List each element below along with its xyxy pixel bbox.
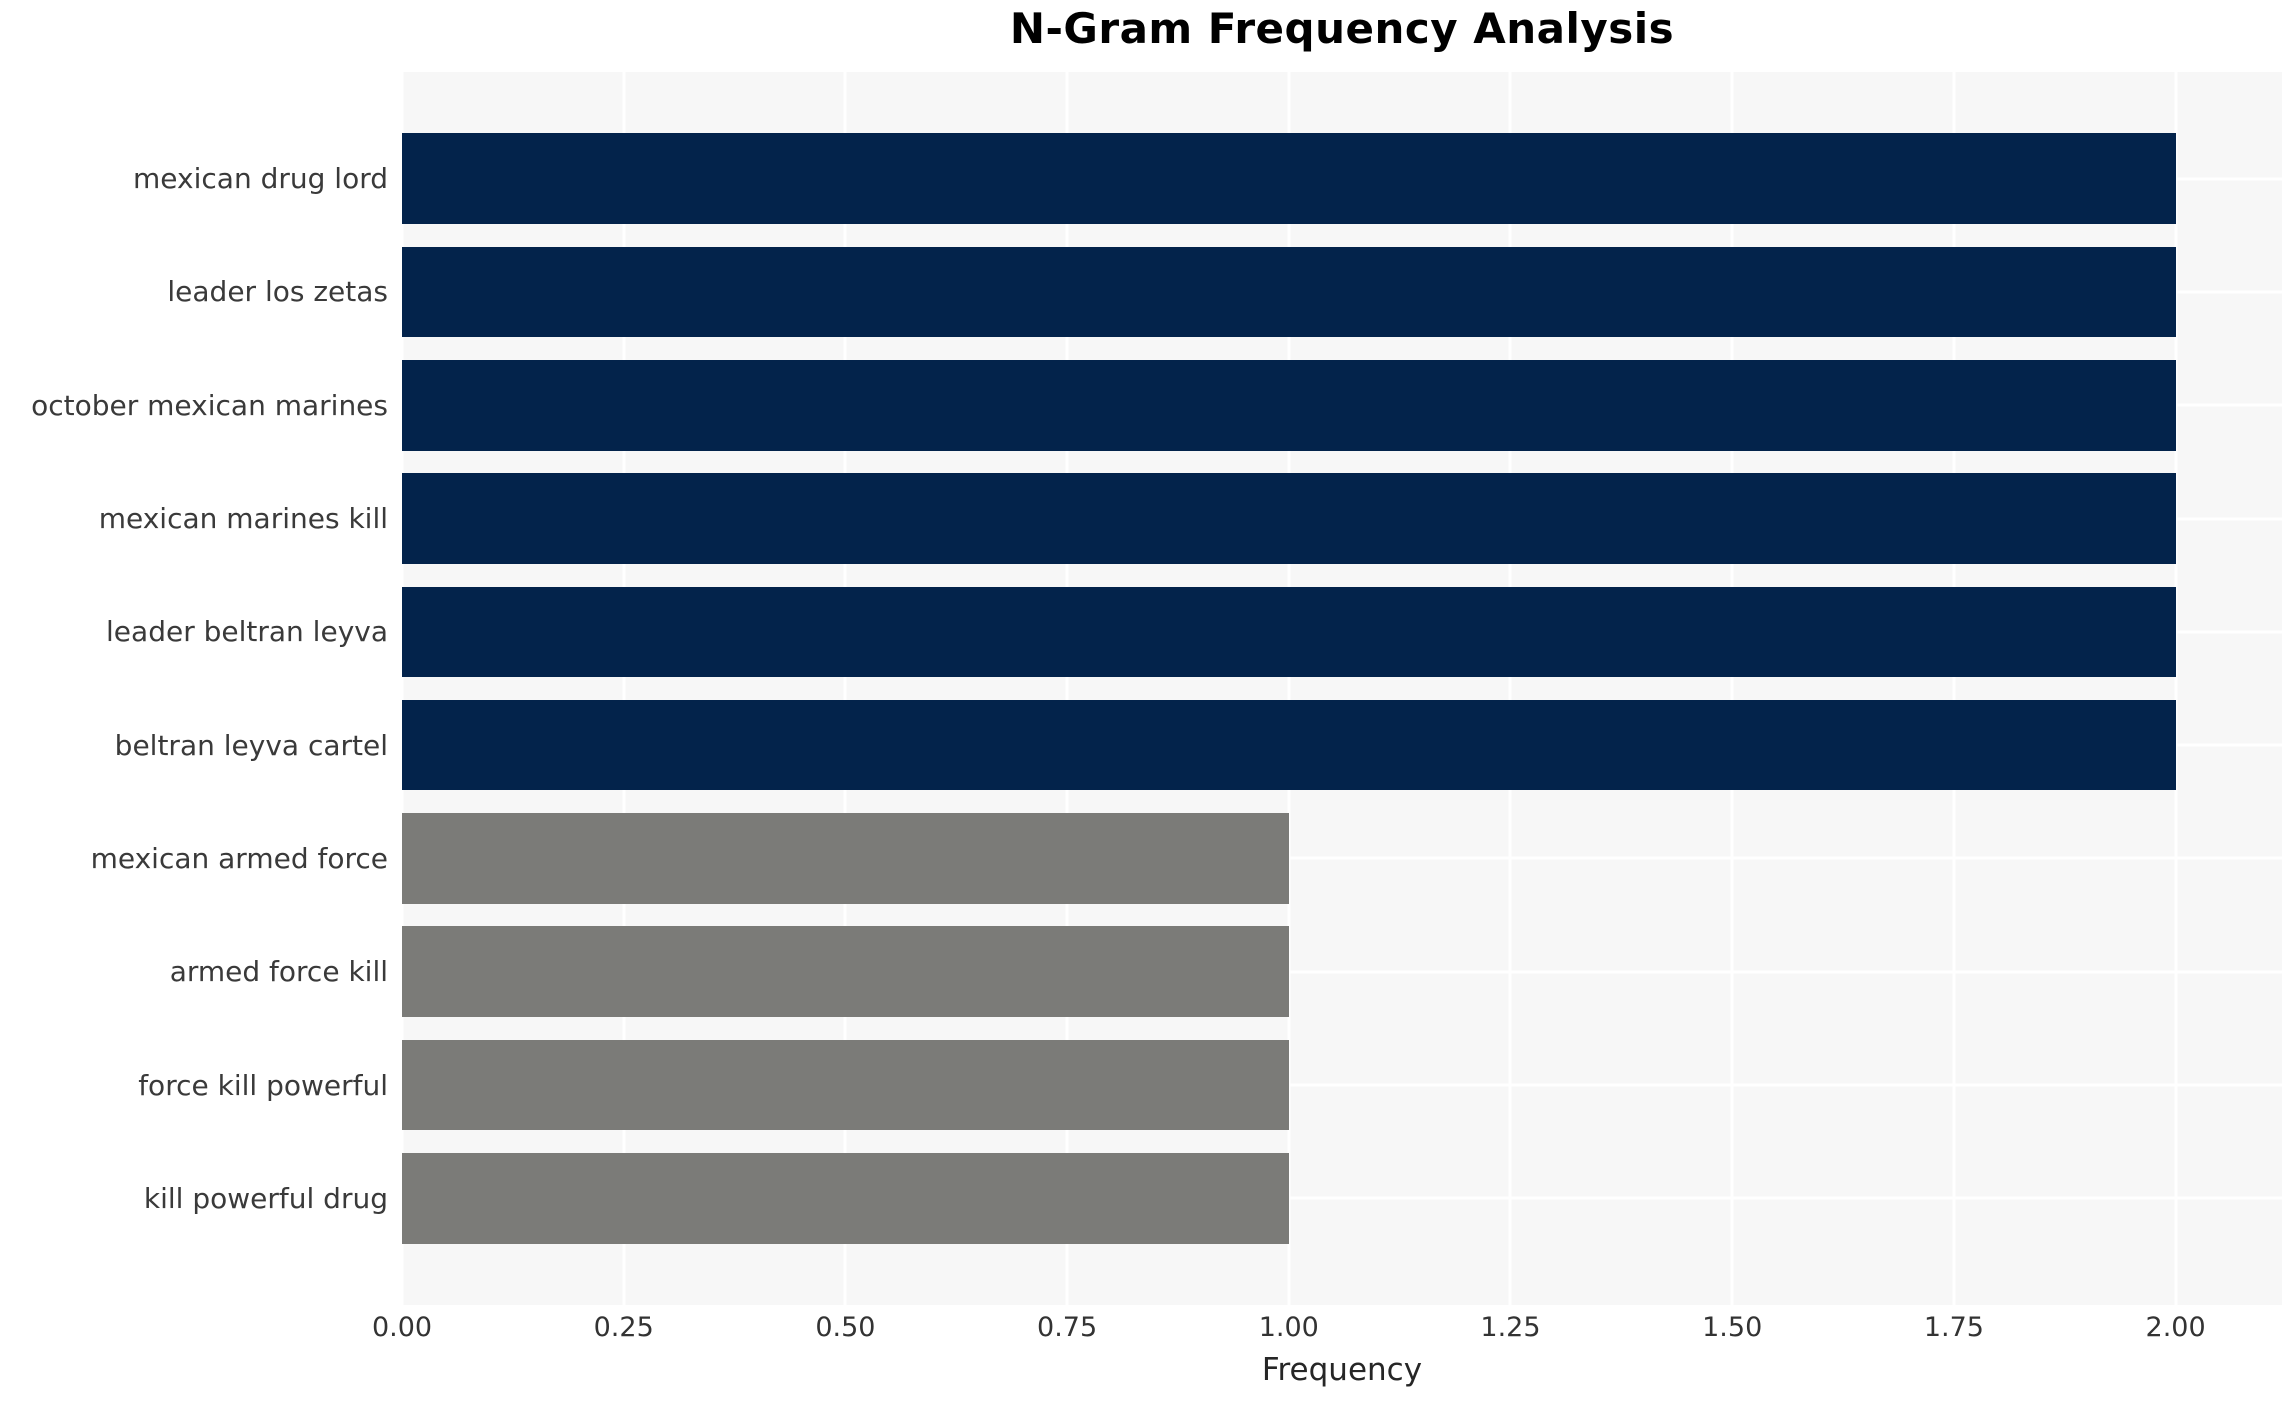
vertical-gridline xyxy=(622,72,626,1305)
x-tick-label: 1.25 xyxy=(1480,1312,1541,1343)
vertical-gridline xyxy=(1730,72,1734,1305)
bar-track xyxy=(402,462,2282,575)
y-tick-label: armed force kill xyxy=(169,955,388,989)
bar xyxy=(402,473,2176,564)
bar-row: beltran leyva cartel xyxy=(0,688,2282,801)
x-tick-label: 1.75 xyxy=(1923,1312,1984,1343)
bar-row: october mexican marines xyxy=(0,349,2282,462)
y-tick-label: kill powerful drug xyxy=(143,1181,388,1215)
bar-row: armed force kill xyxy=(0,915,2282,1028)
bar-row: kill powerful drug xyxy=(0,1142,2282,1255)
vertical-gridline xyxy=(1952,72,1956,1305)
bar-track xyxy=(402,122,2282,235)
bar-track xyxy=(402,1028,2282,1141)
bar xyxy=(402,699,2176,791)
x-tick-label: 0.00 xyxy=(371,1312,433,1343)
vertical-gridline xyxy=(1065,72,1069,1305)
x-tick-label: 0.25 xyxy=(593,1312,654,1343)
bar-row: force kill powerful xyxy=(0,1028,2282,1141)
bar xyxy=(402,246,2176,338)
bar-track xyxy=(402,915,2282,1028)
vertical-gridline xyxy=(1508,72,1512,1305)
bar-row: leader los zetas xyxy=(0,235,2282,348)
bar-rows: mexican drug lord leader los zetas october… xyxy=(0,72,2282,1305)
bar xyxy=(402,1039,1289,1131)
vertical-gridline xyxy=(400,72,404,1305)
chart-title: N-Gram Frequency Analysis xyxy=(1009,4,1675,53)
bar-track xyxy=(402,575,2282,688)
x-tick-label: 0.50 xyxy=(815,1312,876,1343)
bar-track xyxy=(402,235,2282,348)
x-axis-label: Frequency xyxy=(1261,1352,1423,1388)
horizontal-gridline xyxy=(402,1083,2282,1087)
bar-track xyxy=(402,1142,2282,1255)
x-tick-label: 1.00 xyxy=(1258,1312,1319,1343)
y-tick-label: mexican marines kill xyxy=(98,502,388,536)
bar-track xyxy=(402,349,2282,462)
bar xyxy=(402,1153,1289,1244)
x-tick-label: 1.50 xyxy=(1702,1312,1763,1343)
y-tick-label: leader los zetas xyxy=(167,275,388,309)
x-axis-ticks: 0.00 0.25 0.50 0.75 1.00 1.25 1.50 1.75 2.00 xyxy=(0,1312,2282,1348)
x-tick-label: 0.75 xyxy=(1037,1312,1098,1343)
y-tick-label: beltran leyva cartel xyxy=(114,728,388,762)
horizontal-gridline xyxy=(402,970,2282,974)
y-tick-label: force kill powerful xyxy=(138,1068,388,1102)
vertical-gridline xyxy=(843,72,847,1305)
horizontal-gridline xyxy=(402,856,2282,860)
x-tick-label: 2.00 xyxy=(2145,1312,2206,1343)
horizontal-gridline xyxy=(402,1196,2282,1200)
bar-row: mexican marines kill xyxy=(0,462,2282,575)
bar-track xyxy=(402,688,2282,801)
bar xyxy=(402,359,2176,451)
bar-row: leader beltran leyva xyxy=(0,575,2282,688)
vertical-gridline xyxy=(1287,72,1291,1305)
bar-track xyxy=(402,802,2282,915)
y-tick-label: leader beltran leyva xyxy=(106,615,388,649)
bar xyxy=(402,813,1289,904)
y-tick-label: mexican drug lord xyxy=(133,162,388,196)
bar xyxy=(402,586,2176,678)
bar xyxy=(402,926,1289,1018)
y-tick-label: mexican armed force xyxy=(90,841,388,875)
bar xyxy=(402,133,2176,224)
vertical-gridline xyxy=(2174,72,2178,1305)
y-tick-label: october mexican marines xyxy=(31,388,388,422)
bar-row: mexican armed force xyxy=(0,802,2282,915)
bar-row: mexican drug lord xyxy=(0,122,2282,235)
